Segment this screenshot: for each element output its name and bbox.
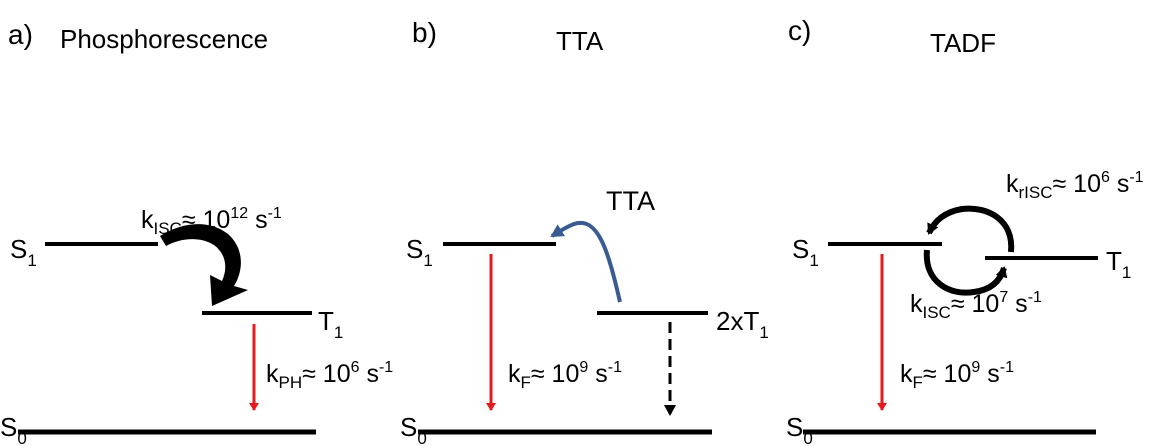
panel-c-isc-arrow — [923, 249, 1008, 296]
panel-b-letter: b) — [412, 17, 437, 48]
panel-c-t1-label: T1 — [1106, 246, 1131, 282]
panel-b-s0-label: S0 — [400, 412, 427, 446]
panel-b-tta-label: TTA — [606, 186, 655, 216]
panel-a-s1-label: S1 — [10, 234, 37, 270]
panel-a-letter: a) — [8, 19, 33, 50]
panel-a: a) Phosphorescence S1 T1 S0 kISC≈ 1012 s… — [0, 19, 393, 446]
panel-c-risc-rate: krISC≈ 106 s-1 — [1006, 169, 1144, 202]
panel-c-isc-rate: kISC≈ 107 s-1 — [910, 289, 1042, 322]
panel-a-isc-arrow — [160, 224, 248, 306]
panel-b-s1-label: S1 — [406, 234, 433, 270]
panel-b: b) TTA S1 2xT1 S0 TTA kF≈ 109 s-1 — [400, 17, 769, 446]
panel-a-ph-rate: kPH≈ 106 s-1 — [266, 359, 393, 392]
panel-a-s0-label: S0 — [0, 412, 27, 446]
panel-c-f-rate: kF≈ 109 s-1 — [900, 359, 1014, 392]
panel-c-title: TADF — [930, 28, 996, 58]
panel-b-f-rate: kF≈ 109 s-1 — [508, 359, 622, 392]
panel-b-title: TTA — [556, 26, 604, 56]
panel-c-risc-arrow — [926, 205, 1015, 253]
panel-b-t1-label: 2xT1 — [716, 306, 769, 342]
panel-c-letter: c) — [788, 15, 811, 46]
panel-c-s1-label: S1 — [792, 234, 819, 270]
panel-b-tta-arrow — [550, 220, 622, 303]
panel-c-s0-label: S0 — [786, 412, 813, 446]
panel-a-isc-rate: kISC≈ 1012 s-1 — [141, 205, 282, 238]
panel-c: c) TADF S1 T1 S0 krISC≈ 106 s-1 kISC≈ 10… — [786, 15, 1144, 446]
panel-a-t1-label: T1 — [318, 306, 343, 342]
panel-a-title: Phosphorescence — [60, 24, 268, 54]
